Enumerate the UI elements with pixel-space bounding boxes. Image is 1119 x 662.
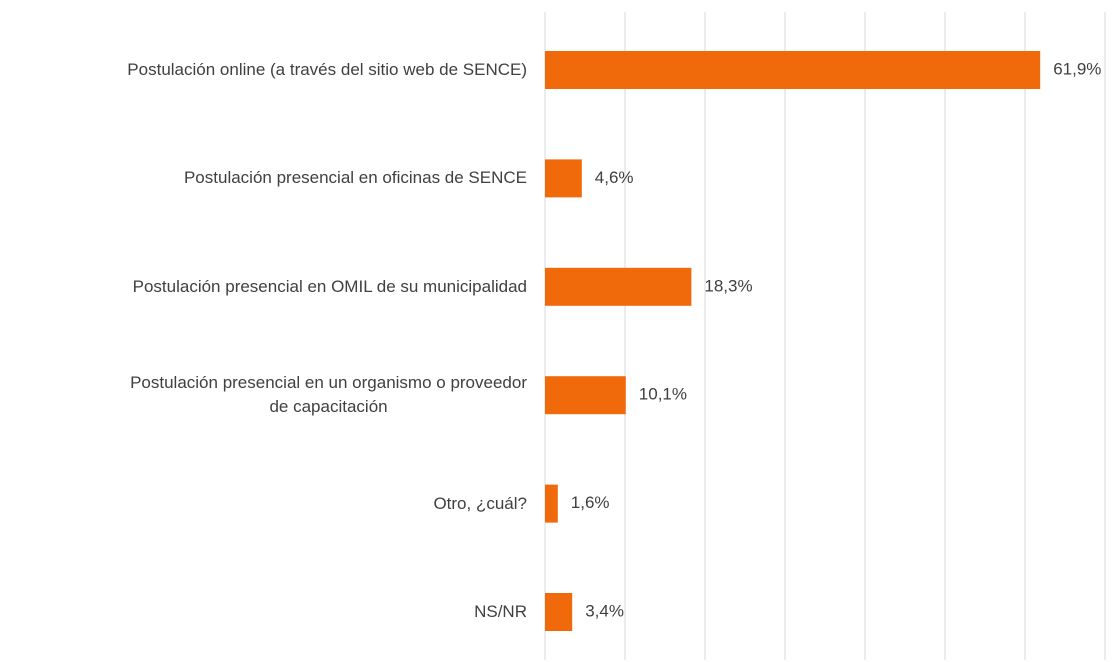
data-label: 1,6%: [571, 493, 610, 512]
bar: [545, 484, 558, 523]
bar: [545, 51, 1041, 89]
data-label: 10,1%: [639, 385, 687, 404]
category-label: Postulación online (a través del sitio w…: [127, 60, 527, 79]
bar: [545, 376, 626, 415]
bar: [545, 267, 692, 306]
category-label: Postulación presencial en OMIL de su mun…: [132, 276, 527, 296]
data-label: 3,4%: [585, 601, 624, 620]
data-label: 18,3%: [704, 276, 752, 295]
category-label: Otro, ¿cuál?: [433, 493, 527, 513]
category-label: NS/NR: [474, 602, 527, 621]
data-label: 4,6%: [595, 168, 634, 187]
bar: [545, 159, 582, 198]
category-label: Postulación presencial en oficinas de SE…: [183, 168, 527, 188]
category-label: Postulación presencial en un organismo o…: [130, 373, 527, 417]
bar: [545, 593, 573, 631]
data-label: 61,9%: [1053, 59, 1101, 78]
